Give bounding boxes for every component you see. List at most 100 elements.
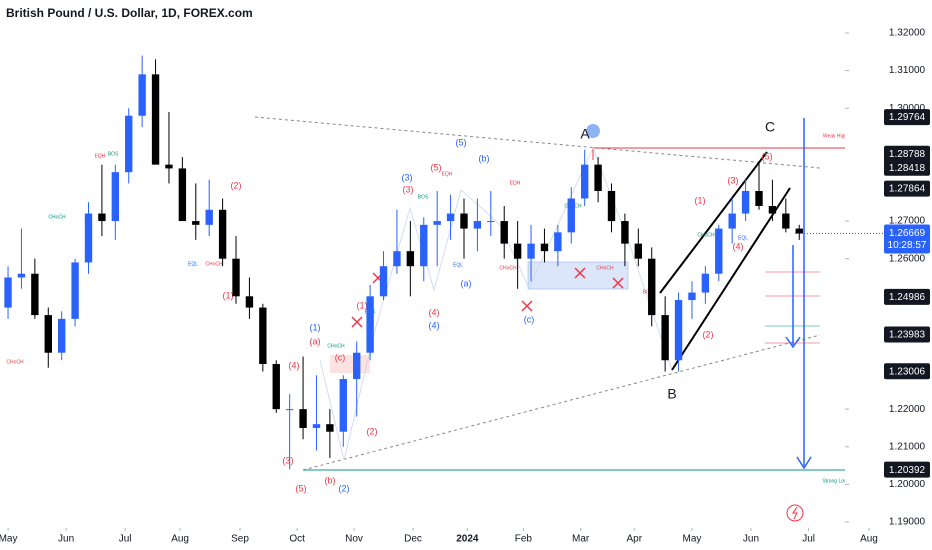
candle [31,258,39,319]
x-tick-label: May [683,534,702,545]
price-label-box [884,145,930,162]
annotation: (a) [310,336,321,346]
annotation: (3) [403,184,414,194]
candle [741,179,750,222]
annotation: (2) [367,426,378,436]
price-label: 1.20392 [889,465,926,476]
candle-body [379,266,388,297]
annotation: B [667,386,676,402]
y-tick-label: 1.26000 [889,253,926,264]
price-label: 1.23983 [889,330,926,341]
price-label: 1.23006 [889,366,926,377]
candle [245,277,254,319]
marker-circle [586,124,600,138]
candle-body [232,258,240,297]
candle [192,183,200,240]
x-mark [612,277,624,289]
candle-body [446,213,455,222]
candle-body [272,364,280,410]
candle-body [460,213,468,229]
candle-body [580,164,589,199]
candle-body [84,213,93,263]
candle-body [57,318,66,353]
candle [406,221,415,297]
annotation: (5) [762,151,773,161]
candle-body [218,209,227,259]
candle [446,194,455,240]
x-tick-label: Apr [627,534,643,545]
x-mark [351,316,363,328]
annotation: Strong Low [822,478,848,484]
annotation: (3) [402,172,413,182]
candle [84,202,93,274]
candle-body [205,209,213,225]
candle [17,228,26,289]
candle [661,296,669,372]
annotation: (1) [357,300,368,310]
channel-line [671,187,791,371]
candle-body [393,251,401,267]
chart-title: British Pound / U.S. Dollar, 1D, FOREX.c… [6,6,253,20]
annotation: (5) [296,483,307,493]
candle-body [366,296,374,353]
candle-body [178,168,187,222]
candle-body [192,221,200,225]
candle [151,59,160,165]
annotation: (3) [283,455,294,465]
candle [460,198,468,259]
annotation: (1) [223,290,234,300]
candle [674,292,683,372]
candle-body [661,315,669,361]
x-tick-label: Feb [515,534,533,545]
annotation: (2) [703,329,714,339]
annotation: EQL [453,262,463,268]
candle-body [701,273,710,293]
candle-body [768,206,777,214]
candle [433,190,441,267]
candle-body [540,243,549,252]
annotation: A [580,126,590,142]
candle-body [31,273,39,316]
y-tick-label: 1.20000 [889,479,926,490]
candle [205,179,213,237]
candle [138,55,146,128]
annotation: (1) [695,195,706,205]
candle-body [782,213,790,229]
candle-body [245,296,254,308]
price-axis [845,0,932,550]
candle [44,307,52,368]
annotation: BOS [108,151,119,157]
price-label: 1.29764 [889,112,926,123]
annotation: (4) [429,320,440,330]
candle [353,341,361,417]
candle-body [420,224,428,267]
candle [715,224,723,282]
y-tick-label: 1.27000 [889,216,926,227]
annotation: C [765,119,775,135]
candle-body [312,424,321,428]
countdown: 10:28:57 [888,240,927,251]
price-label: 1.28788 [889,149,926,160]
candle [580,149,589,207]
candle [420,217,428,282]
candle [218,198,227,267]
candle-body [648,258,656,316]
annotation: (c) [524,314,535,324]
price-label: 1.24986 [889,292,926,303]
candle-body [299,409,307,428]
x-tick-label: Mar [572,534,590,545]
x-mark [574,267,586,279]
candle-body [326,424,334,432]
annotation: CHoCH [596,265,614,271]
candle [259,303,267,372]
candle-body [755,190,763,207]
annotation: (3) [728,175,739,185]
last-price-label: 1.26669 [889,228,926,239]
price-label-box [884,363,930,380]
event-icon[interactable] [786,504,804,522]
arrow-head [796,456,812,470]
annotation: CHoCH [205,261,223,267]
candle [379,251,388,301]
annotation: CHoCH [697,232,715,238]
